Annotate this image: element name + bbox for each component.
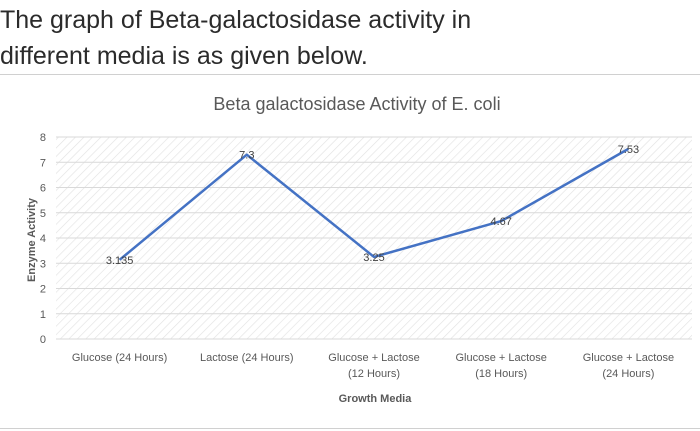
data-label: 3.25 (363, 252, 384, 264)
y-tick-label: 6 (40, 183, 46, 195)
y-tick-label: 3 (40, 258, 46, 270)
top-divider (0, 74, 700, 75)
y-axis-ticks: 0 1 2 3 4 5 6 7 8 (40, 132, 46, 346)
gridlines (56, 136, 692, 340)
x-tick-label: Glucose + Lactose (328, 352, 419, 364)
data-label: 7.53 (618, 144, 639, 156)
x-axis-title: Growth Media (339, 393, 413, 405)
data-label: 3.135 (106, 255, 134, 267)
chart-title: Beta galactosidase Activity of E. coli (213, 94, 500, 114)
y-tick-label: 7 (40, 157, 46, 169)
data-labels: 3.135 7.3 3.25 4.67 7.53 (106, 144, 639, 267)
x-tick-label: (24 Hours) (602, 368, 654, 380)
x-tick-label: (18 Hours) (475, 368, 527, 380)
data-label: 4.67 (490, 216, 511, 228)
y-tick-label: 2 (40, 284, 46, 296)
x-tick-label: Glucose + Lactose (455, 352, 546, 364)
y-tick-label: 5 (40, 208, 46, 220)
data-label: 7.3 (239, 150, 254, 162)
series-line (118, 147, 630, 261)
y-tick-label: 1 (40, 309, 46, 321)
y-tick-label: 8 (40, 132, 46, 144)
y-axis-title: Enzyme Activity (26, 197, 38, 282)
x-tick-label: Glucose (24 Hours) (72, 352, 167, 364)
heading-line-2: different media is as given below. (0, 42, 368, 70)
x-tick-label: Glucose + Lactose (583, 352, 674, 364)
x-tick-label: Lactose (24 Hours) (200, 352, 294, 364)
heading-line-1: The graph of Beta-galactosidase activity… (0, 6, 472, 34)
y-tick-label: 0 (40, 334, 46, 346)
x-tick-label: (12 Hours) (348, 368, 400, 380)
y-tick-label: 4 (40, 233, 46, 245)
x-axis-ticks: Glucose (24 Hours) Lactose (24 Hours) Gluc… (72, 352, 674, 380)
bottom-divider (0, 428, 700, 429)
question-heading: The graph of Beta-galactosidase activity… (0, 2, 700, 74)
